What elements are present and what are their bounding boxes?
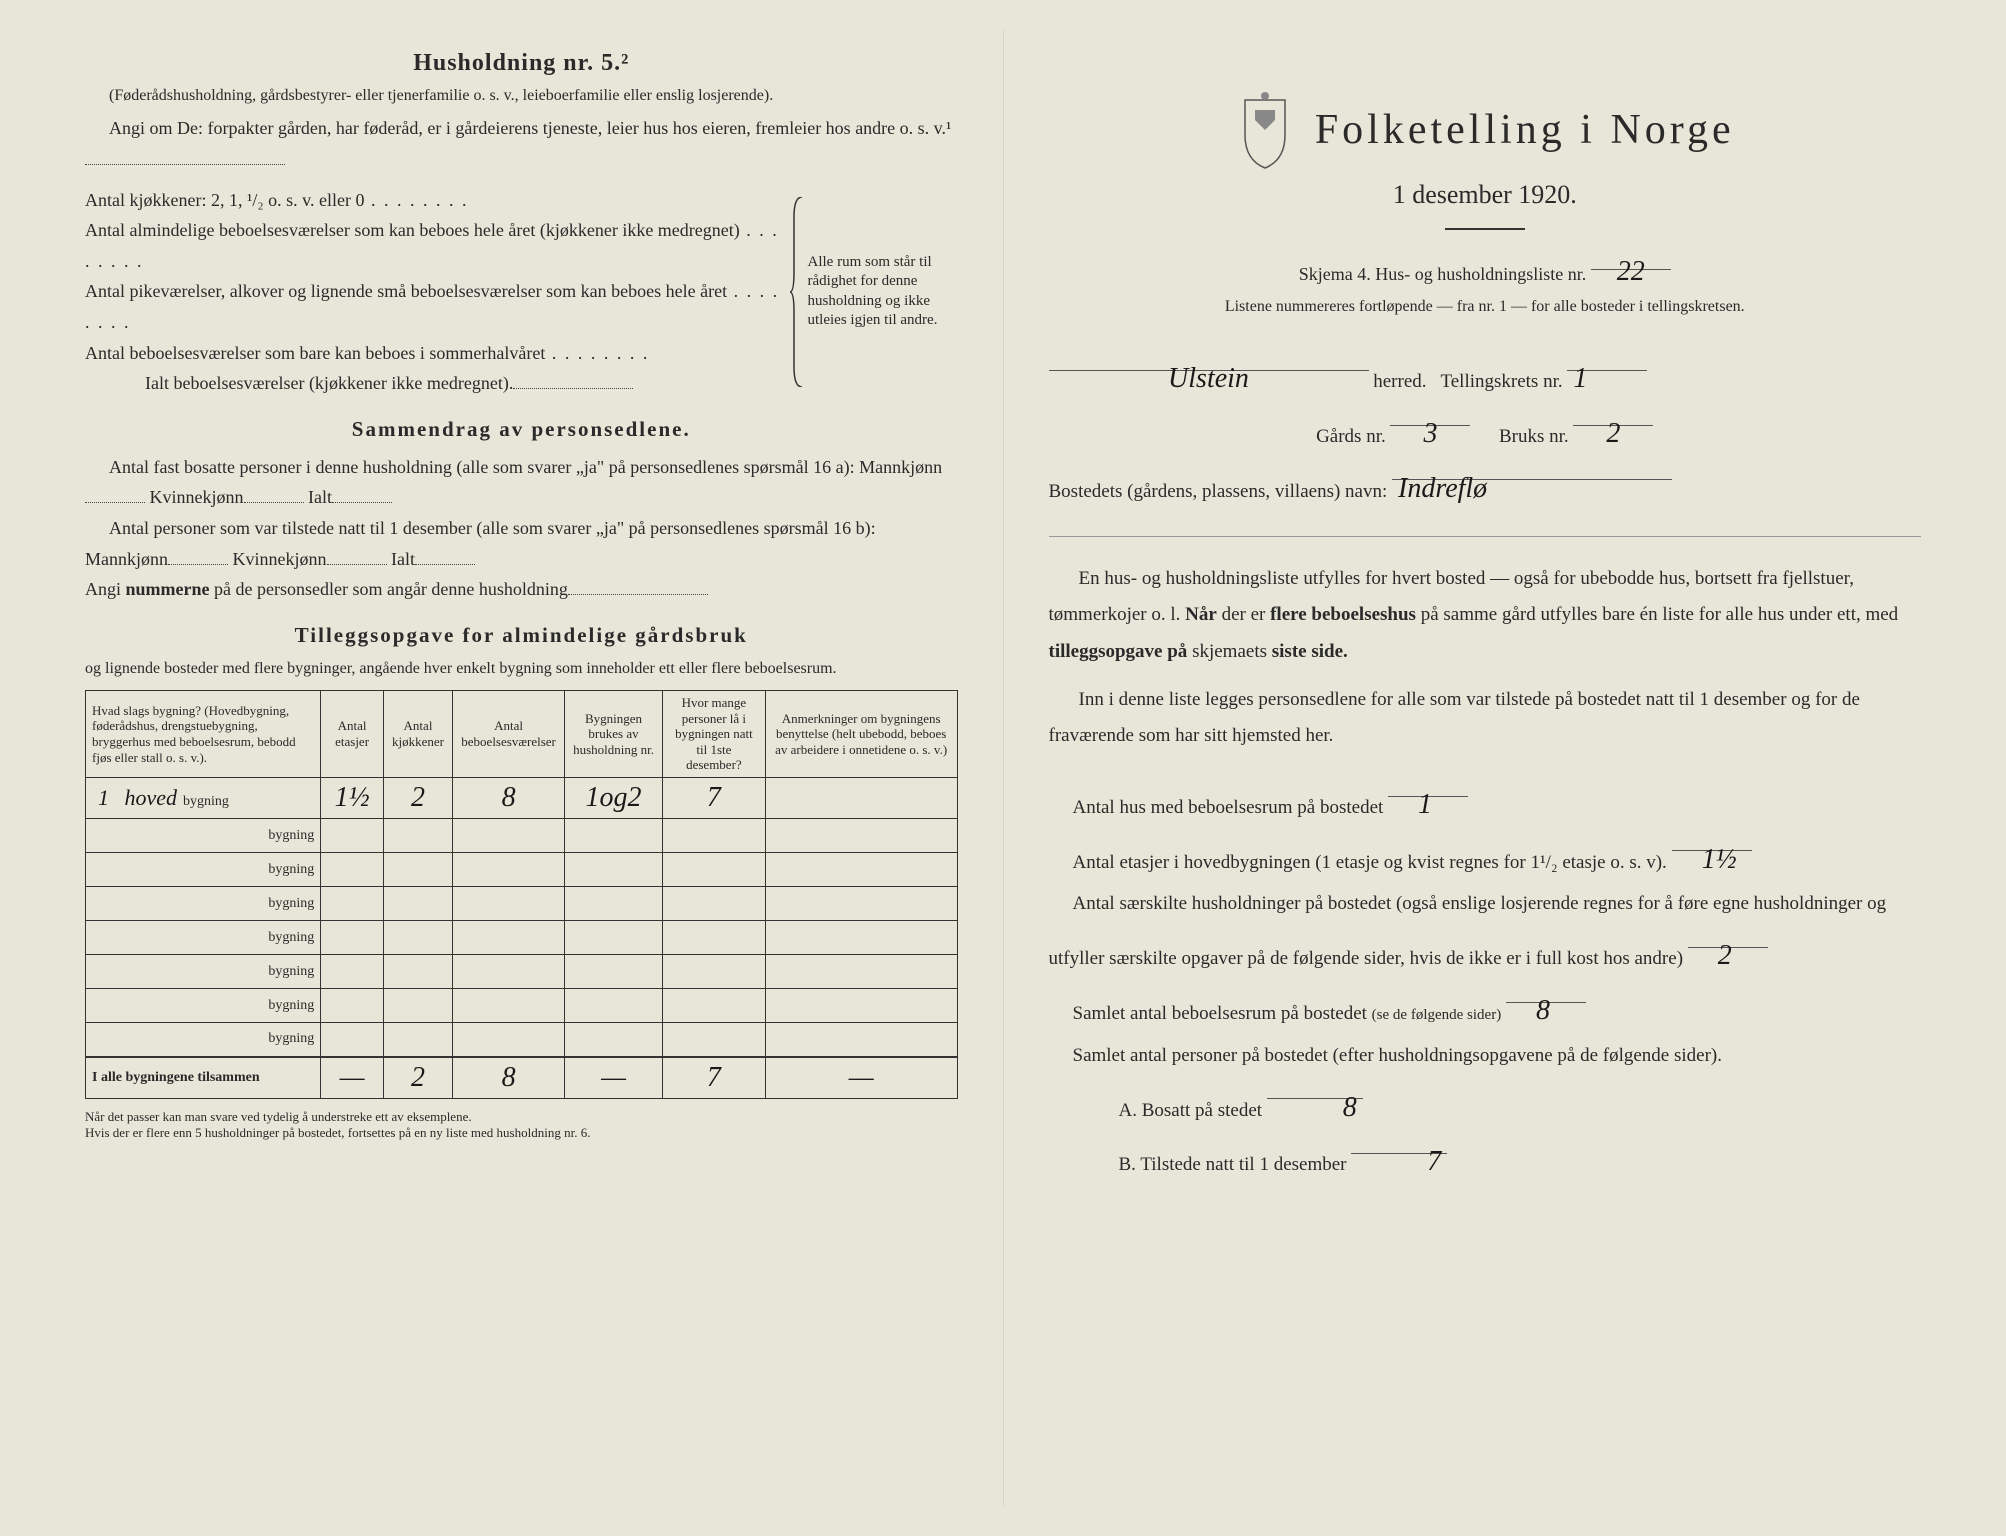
household-heading: Husholdning nr. 5.² — [85, 50, 958, 77]
th-anmerk: Anmerkninger om bygningens benyttelse (h… — [765, 691, 957, 778]
rooms-total-line: Ialt beboelsesværelser (kjøkkener ikke m… — [85, 368, 788, 399]
herred-line: Ulstein herred. Tellingskrets nr. 1 — [1049, 348, 1922, 403]
title-row: Folketelling i Norge — [1049, 90, 1922, 170]
table-row: bygning — [86, 819, 958, 853]
kitchens-line: Antal kjøkkener: 2, 1, ¹/₂ o. s. v. elle… — [85, 185, 788, 216]
right-page: Folketelling i Norge 1 desember 1920. Sk… — [1004, 30, 1967, 1506]
sammendrag-line-3: Angi nummerne på de personsedler som ang… — [85, 574, 958, 605]
field-hus: Antal hus med beboelsesrum på bostedet 1 — [1049, 774, 1922, 829]
table-row: 1 hovedbygning 1½ 2 8 1og2 7 — [86, 778, 958, 819]
divider — [1445, 228, 1525, 230]
th-etasjer: Antal etasjer — [321, 691, 384, 778]
th-bygning: Hvad slags bygning? (Hovedbygning, føder… — [86, 691, 321, 778]
listene-note: Listene nummereres fortløpende — fra nr.… — [1049, 296, 1922, 318]
field-hushold: Antal særskilte husholdninger på bostede… — [1049, 883, 1922, 980]
cell: 2 — [383, 778, 452, 819]
table-row: bygning — [86, 887, 958, 921]
table-row: bygning — [86, 955, 958, 989]
brace-caption: Alle rum som står til rådighet for denne… — [808, 185, 958, 399]
divider — [1049, 536, 1922, 537]
field-B: B. Tilstede natt til 1 desember 7 — [1049, 1131, 1922, 1186]
th-hushold: Bygningen brukes av husholdning nr. — [565, 691, 663, 778]
cell: 1og2 — [565, 778, 663, 819]
rooms-block: Antal kjøkkener: 2, 1, ¹/₂ o. s. v. elle… — [85, 185, 958, 399]
sammendrag-line-1: Antal fast bosatte personer i denne hush… — [85, 452, 958, 513]
left-page: Husholdning nr. 5.² (Føderådshusholdning… — [40, 30, 1004, 1506]
tillegg-subtitle: og lignende bosteder med flere bygninger… — [85, 658, 958, 680]
rooms-line-2: Antal pikeværelser, alkover og lignende … — [85, 276, 788, 337]
intro-note-2: Angi om De: forpakter gården, har føderå… — [85, 113, 958, 174]
table-total-row: I alle bygningene tilsammen — 2 8 — 7 — — [86, 1057, 958, 1099]
rooms-line-3: Antal beboelsesværelser som bare kan beb… — [85, 338, 788, 369]
census-date: 1 desember 1920. — [1049, 180, 1922, 210]
gard-line: Gårds nr. 3 Bruks nr. 2 — [1049, 403, 1922, 458]
rooms-line-1: Antal almindelige beboelsesværelser som … — [85, 215, 788, 276]
intro-note-1: (Føderådshusholdning, gårdsbestyrer- ell… — [85, 85, 958, 107]
cell-bygning-1: 1 hovedbygning — [86, 778, 321, 819]
field-beboelsesrum: Samlet antal beboelsesrum på bostedet (s… — [1049, 980, 1922, 1035]
field-etasjer: Antal etasjer i hovedbygningen (1 etasje… — [1049, 829, 1922, 884]
cell: 8 — [453, 778, 565, 819]
th-beboel: Antal beboelsesværelser — [453, 691, 565, 778]
sammendrag-line-2: Antal personer som var tilstede natt til… — [85, 513, 958, 574]
main-title: Folketelling i Norge — [1315, 106, 1735, 154]
table-row: bygning — [86, 989, 958, 1023]
brace-icon — [788, 185, 808, 399]
para-1: En hus- og husholdningsliste utfylles fo… — [1049, 561, 1922, 669]
field-A: A. Bosatt på stedet 8 — [1049, 1077, 1922, 1132]
skjema-line: Skjema 4. Hus- og husholdningsliste nr. … — [1049, 248, 1922, 290]
tillegg-table: Hvad slags bygning? (Hovedbygning, føder… — [85, 690, 958, 1098]
table-header-row: Hvad slags bygning? (Hovedbygning, føder… — [86, 691, 958, 778]
bosted-line: Bostedets (gårdens, plassens, villaens) … — [1049, 458, 1922, 513]
para-2: Inn i denne liste legges personsedlene f… — [1049, 682, 1922, 754]
coat-of-arms-icon — [1235, 90, 1295, 170]
cell — [765, 778, 957, 819]
footnote: Når det passer kan man svare ved tydelig… — [85, 1109, 958, 1143]
cell: 7 — [663, 778, 766, 819]
th-personer: Hvor mange personer lå i bygningen natt … — [663, 691, 766, 778]
table-row: bygning — [86, 921, 958, 955]
th-kjokkener: Antal kjøkkener — [383, 691, 452, 778]
table-row: bygning — [86, 853, 958, 887]
tillegg-heading: Tilleggsopgave for almindelige gårdsbruk — [85, 623, 958, 648]
sammendrag-heading: Sammendrag av personsedlene. — [85, 417, 958, 442]
cell: 1½ — [321, 778, 384, 819]
field-personer: Samlet antal personer på bostedet (efter… — [1049, 1035, 1922, 1077]
table-row: bygning — [86, 1023, 958, 1057]
